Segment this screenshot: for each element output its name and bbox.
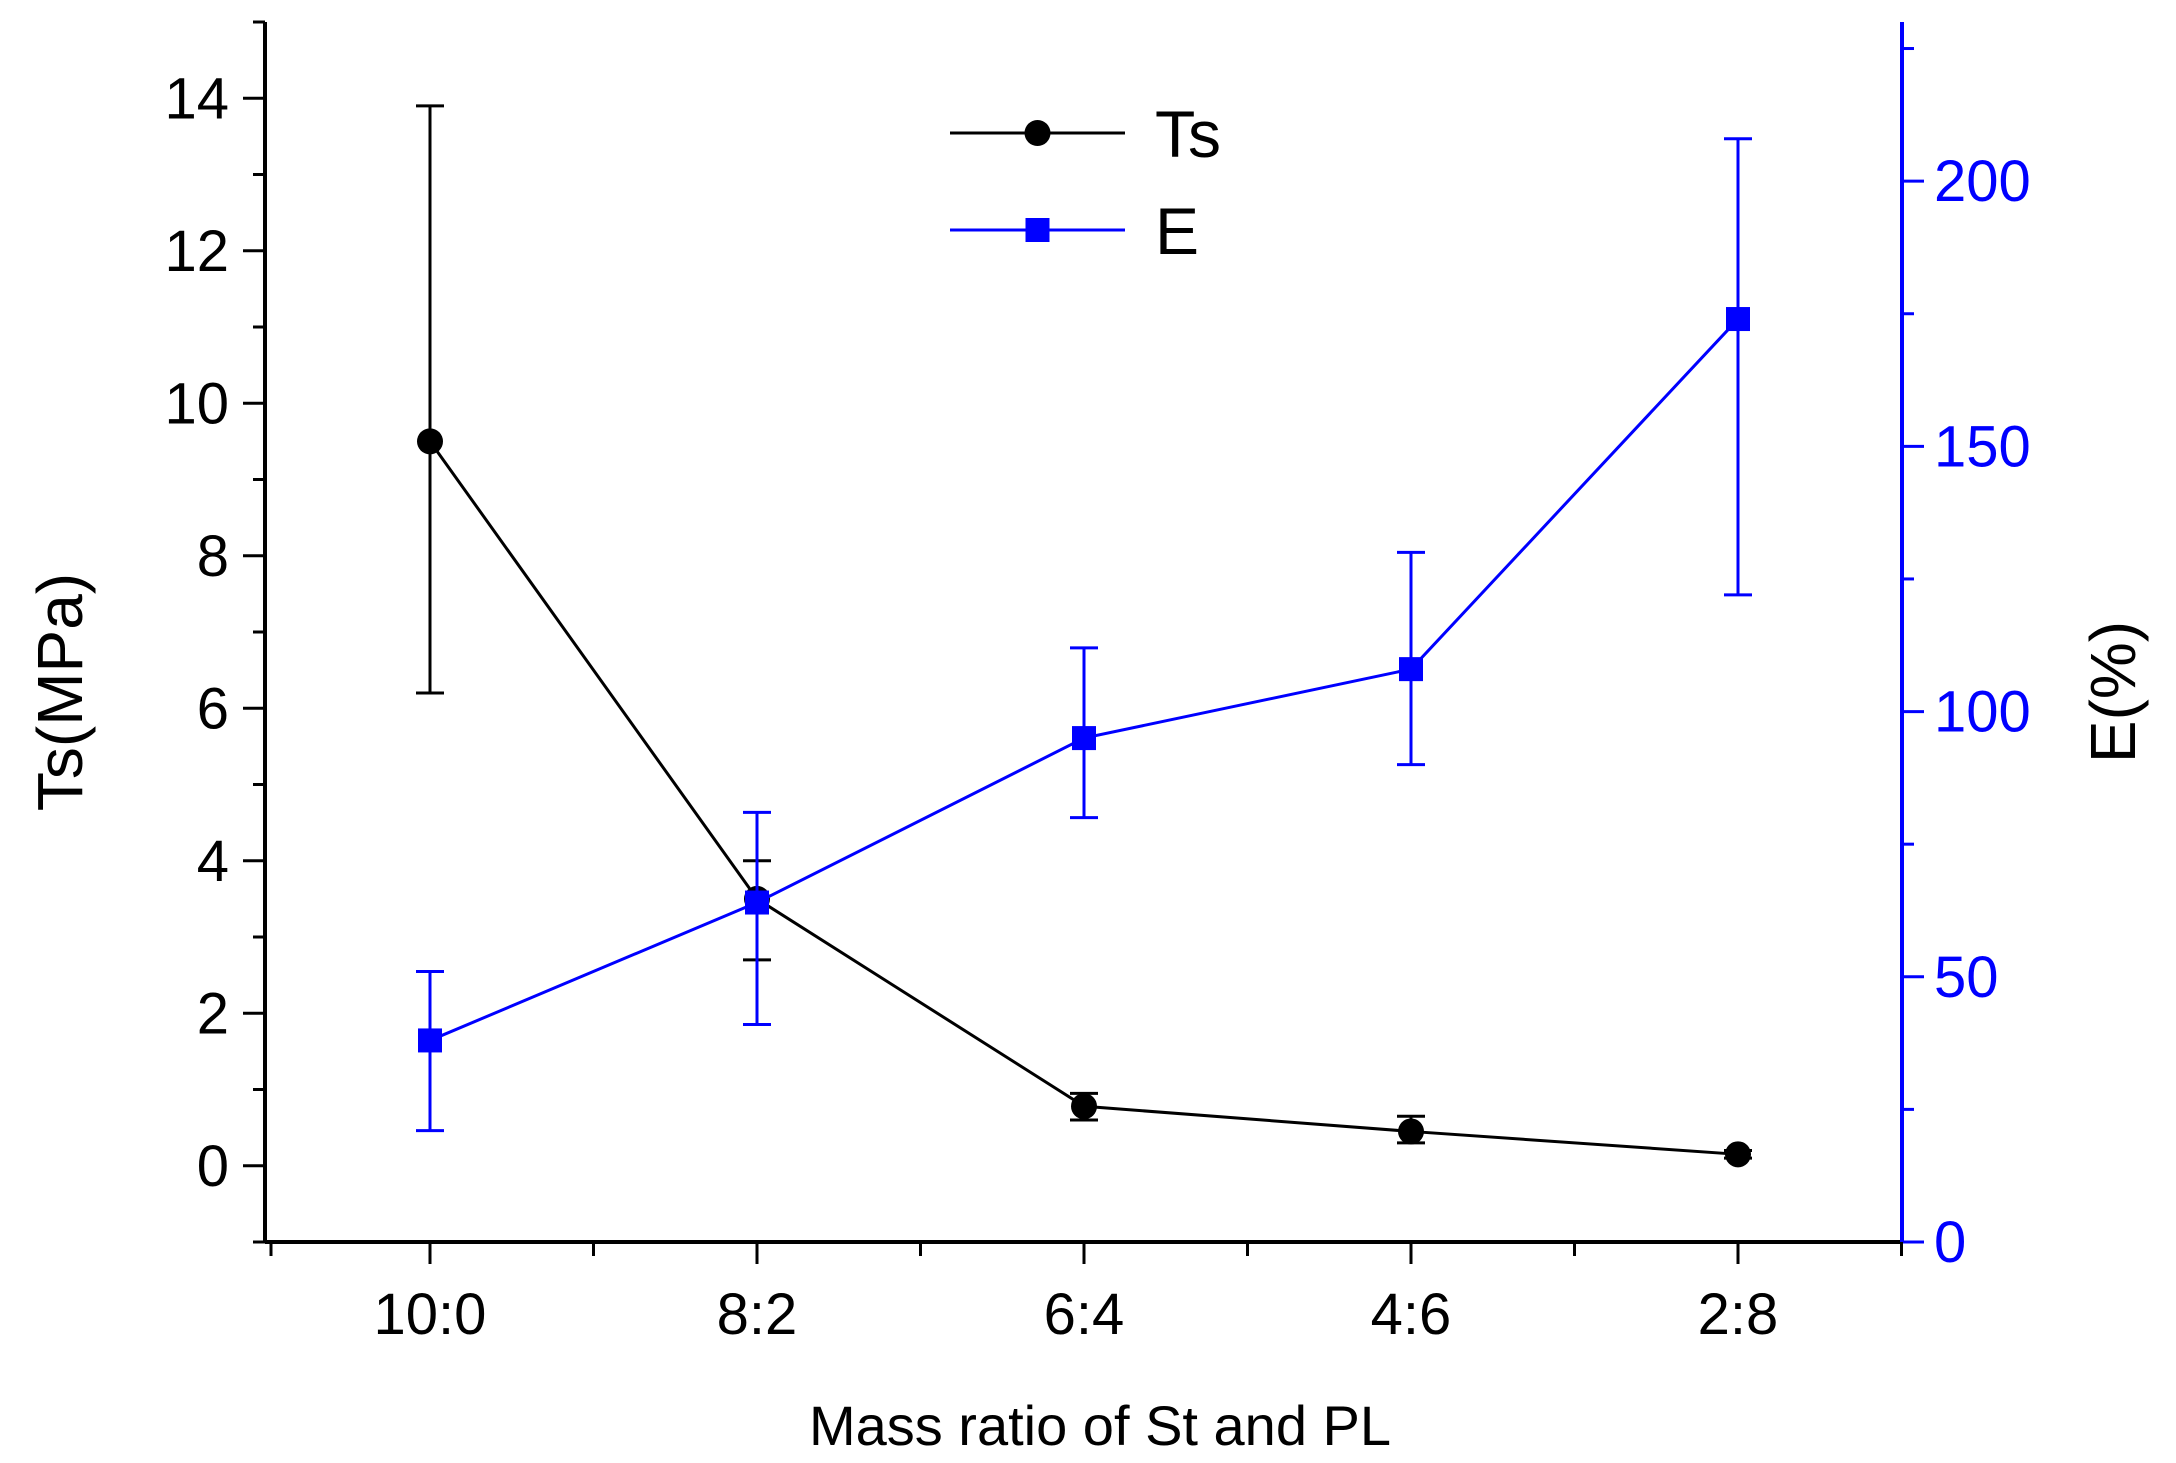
- y-tick-label: 2: [197, 981, 229, 1046]
- legend-e-marker: [1025, 218, 1050, 242]
- y-tick-label: 14: [164, 66, 229, 131]
- series-e-point: [745, 890, 769, 915]
- y-tick-label: 10: [164, 371, 229, 436]
- y2-tick-label: 0: [1934, 1210, 1966, 1275]
- y-tick-label: 0: [197, 1134, 229, 1199]
- series-e-point: [1726, 307, 1750, 332]
- legend-ts-marker: [1024, 120, 1051, 146]
- y-tick-label: 12: [164, 219, 229, 284]
- series-e-point: [1072, 726, 1096, 751]
- plot-area: 0 2 4 6 8 10 12 14 0 50 100 150 200 10:0 8:2 6:4 4:6 2:8 T…: [164, 20, 2031, 1347]
- y2-axis-title: E(%): [2077, 621, 2149, 763]
- series-ts-point: [417, 428, 443, 455]
- y-axis-title: Ts(MPa): [24, 573, 96, 811]
- y-tick-label: 6: [197, 676, 229, 741]
- y2-tick-label: 150: [1934, 414, 2031, 479]
- y2-tick-label: 200: [1934, 149, 2031, 214]
- x-tick-label: 6:4: [1044, 1282, 1125, 1347]
- y2-tick-label: 100: [1934, 680, 2031, 745]
- y-tick-label: 4: [197, 829, 229, 894]
- series-e-point: [1399, 657, 1423, 682]
- series-e-point: [418, 1028, 442, 1053]
- y-tick-label: 8: [197, 524, 229, 589]
- y2-tick-label: 50: [1934, 945, 1999, 1010]
- legend-ts-label: Ts: [1155, 97, 1221, 171]
- x-tick-label: 10:0: [374, 1282, 487, 1347]
- x-tick-label: 4:6: [1371, 1282, 1452, 1347]
- x-axis-title: Mass ratio of St and PL: [809, 1394, 1391, 1457]
- x-tick-label: 8:2: [717, 1282, 798, 1347]
- series-ts-point: [1071, 1093, 1097, 1120]
- legend-e-label: E: [1155, 194, 1199, 268]
- series-ts-point: [1398, 1118, 1424, 1145]
- series-ts-point: [1725, 1141, 1751, 1168]
- x-tick-label: 2:8: [1698, 1282, 1779, 1347]
